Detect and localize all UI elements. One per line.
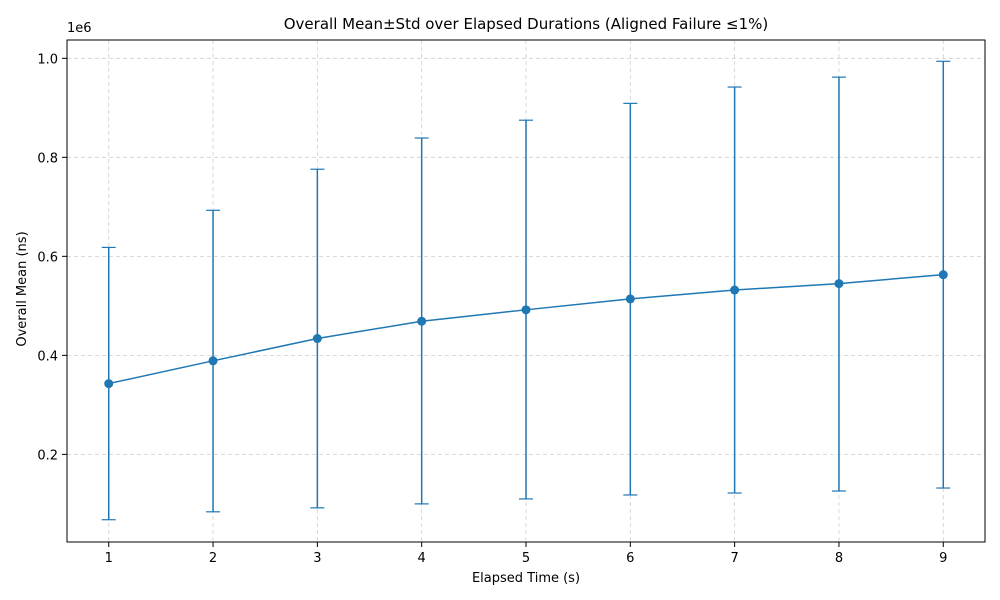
y-axis-label: Overall Mean (ns) [15,231,30,346]
mean-point [104,379,114,389]
x-tick-label: 6 [626,551,634,566]
chart-title: Overall Mean±Std over Elapsed Durations … [284,15,768,33]
mean-point [730,285,740,295]
mean-point [938,270,948,280]
x-tick-label: 5 [522,551,530,566]
x-tick-label: 7 [730,551,738,566]
y-tick-label: 0.2 [37,448,58,463]
y-tick-label: 0.6 [37,250,58,265]
axes: 1 2 3 4 5 6 7 8 9 0.2 0.4 0.6 0.8 1.0 [37,39,986,566]
mean-point [834,279,844,289]
plot-frame [66,39,986,543]
x-tick-label: 3 [313,551,321,566]
x-tick-label: 8 [835,551,843,566]
x-tick-label: 9 [939,551,947,566]
x-tick-label: 4 [418,551,426,566]
x-tick-label: 2 [209,551,217,566]
y-tick-label: 0.8 [37,151,58,166]
series-overall-mean [101,60,951,521]
mean-point [625,294,635,304]
mean-point [417,316,427,326]
y-tick-label: 0.4 [37,349,58,364]
mean-point [208,356,218,366]
y-offset-label: 1e6 [67,21,92,36]
x-axis-label: Elapsed Time (s) [472,571,580,586]
y-tick-label: 1.0 [37,52,58,67]
mean-point [312,334,322,344]
x-tick-label: 1 [105,551,113,566]
mean-point [521,305,531,315]
